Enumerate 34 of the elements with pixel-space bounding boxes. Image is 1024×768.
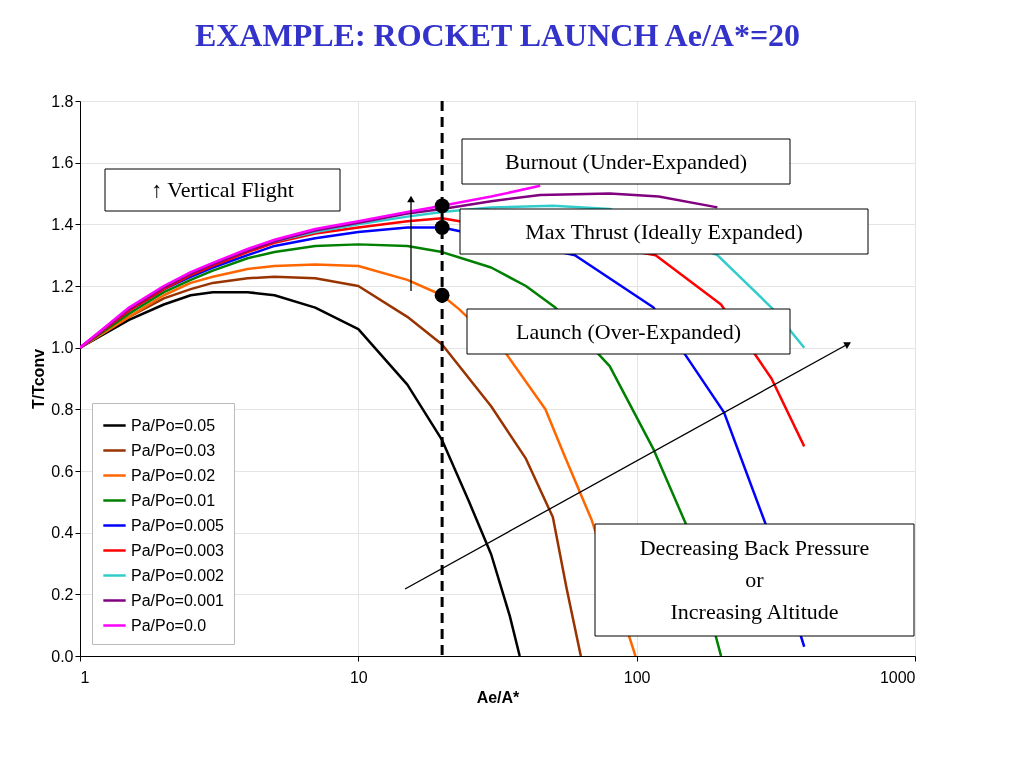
legend-label: Pa/Po=0.02 [131,466,216,484]
legend-label: Pa/Po=0.03 [131,441,216,459]
x-tick-label: 1 [80,668,90,686]
y-tick-label: 1.6 [51,154,74,172]
y-tick-label: 1.8 [51,92,74,110]
legend-label: Pa/Po=0.0 [131,616,207,634]
legend-label: Pa/Po=0.005 [131,516,225,534]
y-tick-label: 0.2 [51,585,74,603]
y-tick-label: 1.2 [51,277,74,295]
y-axis-title: T/Tconv [30,348,48,410]
y-tick-label: 0.6 [51,462,74,480]
legend-label: Pa/Po=0.001 [131,591,225,609]
legend-label: Pa/Po=0.05 [131,416,216,434]
x-tick-label: 10 [349,668,368,686]
point [434,287,450,303]
y-tick-label: 0.0 [51,647,74,665]
annotation: ↑ Vertical Flight [151,177,294,202]
legend-label: Pa/Po=0.003 [131,541,225,559]
y-tick-label: 0.8 [51,400,74,418]
x-tick-label: 1000 [879,668,916,686]
annotation: Decreasing Back Pressure or Increasing Altitude [639,535,870,624]
annotation: Max Thrust (Ideally Expanded) [525,218,803,244]
legend-label: Pa/Po=0.01 [131,491,216,509]
point [434,198,450,214]
x-axis-title: Ae/A* [476,688,521,706]
legend-label: Pa/Po=0.002 [131,566,225,584]
chart-title: EXAMPLE: ROCKET LAUNCH Ae/A*=20 [194,17,801,53]
y-tick-label: 1.4 [51,215,74,233]
point [434,220,450,235]
y-tick-label: 1.0 [51,339,74,357]
y-tick-label: 0.4 [51,524,74,542]
x-tick-label: 100 [623,668,651,686]
annotation: Launch (Over-Expanded) [516,318,741,344]
annotation: Burnout (Under-Expanded) [504,148,748,174]
